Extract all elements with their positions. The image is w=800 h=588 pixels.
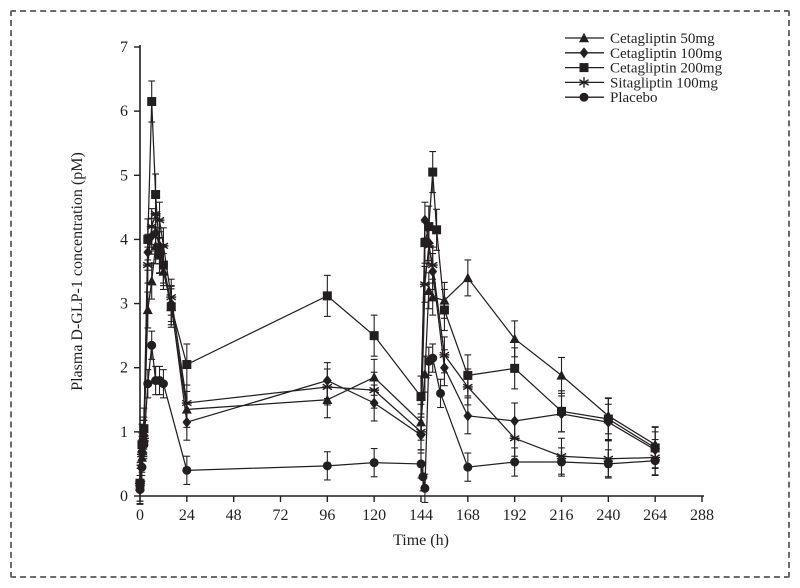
svg-text:Placebo: Placebo [610, 90, 657, 106]
svg-text:7: 7 [120, 39, 128, 56]
y-axis-title: Plasma D-GLP-1 concentration (pM) [69, 152, 86, 391]
svg-text:48: 48 [226, 507, 242, 524]
svg-text:216: 216 [550, 507, 574, 524]
svg-text:Time (h): Time (h) [393, 532, 449, 549]
svg-text:Sitagliptin 100mg: Sitagliptin 100mg [610, 75, 718, 91]
svg-text:Cetagliptin 100mg: Cetagliptin 100mg [610, 46, 723, 62]
svg-text:3: 3 [120, 296, 128, 313]
series-cetagliptin-200mg [135, 80, 660, 505]
svg-text:24: 24 [179, 507, 195, 524]
legend-item-cetagliptin-200mg: Cetagliptin 200mg [565, 61, 723, 77]
svg-text:5: 5 [120, 167, 128, 184]
series-placebo [135, 330, 660, 505]
svg-text:6: 6 [120, 103, 128, 120]
svg-text:0: 0 [120, 488, 128, 505]
svg-text:192: 192 [503, 507, 527, 524]
svg-text:144: 144 [409, 507, 433, 524]
svg-text:240: 240 [596, 507, 620, 524]
svg-text:2: 2 [120, 360, 128, 377]
svg-text:72: 72 [273, 507, 289, 524]
svg-text:264: 264 [643, 507, 667, 524]
svg-text:Plasma D-GLP-1 concentration (: Plasma D-GLP-1 concentration (pM) [69, 152, 86, 391]
svg-text:120: 120 [362, 507, 386, 524]
svg-text:1: 1 [120, 424, 128, 441]
axes: 0 1 2 3 4 5 6 7 0 24 48 72 96 120 144 168 192 216 240 264 28… [120, 39, 714, 524]
series-sitagliptin-100mg [135, 195, 661, 502]
legend-item-cetagliptin-100mg: Cetagliptin 100mg [565, 46, 723, 62]
svg-text:168: 168 [456, 507, 480, 524]
svg-text:4: 4 [120, 231, 128, 248]
svg-text:0: 0 [136, 507, 144, 524]
svg-text:Cetagliptin 200mg: Cetagliptin 200mg [610, 61, 723, 77]
svg-text:96: 96 [319, 507, 335, 524]
svg-text:Cetagliptin 50mg: Cetagliptin 50mg [610, 31, 715, 47]
legend-item-sitagliptin-100mg: Sitagliptin 100mg [565, 75, 718, 91]
legend-item-cetagliptin-50mg: Cetagliptin 50mg [565, 31, 715, 47]
legend-item-placebo: Placebo [565, 90, 657, 106]
svg-text:288: 288 [690, 507, 714, 524]
x-axis-title: Time (h) [393, 532, 449, 549]
